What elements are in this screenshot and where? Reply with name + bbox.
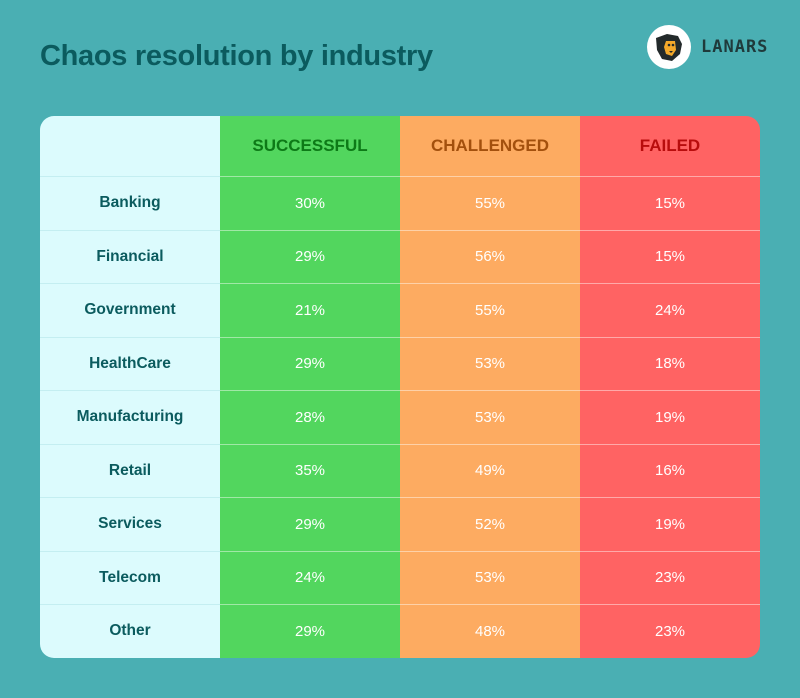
challenged-value: 49% (400, 443, 580, 498)
brand-name: LANARS (701, 37, 769, 57)
successful-value: 24% (220, 550, 400, 605)
successful-value: 28% (220, 390, 400, 444)
failed-value: 15% (580, 176, 760, 230)
industry-label: Telecom (40, 550, 220, 605)
successful-column: SUCCESSFUL 30% 29% 21% 29% 28% 35% 29% 2… (220, 116, 400, 658)
failed-value: 19% (580, 390, 760, 444)
chaos-table: Banking Financial Government HealthCare … (40, 116, 760, 658)
successful-value: 21% (220, 283, 400, 337)
failed-value: 24% (580, 283, 760, 337)
challenged-value: 48% (400, 604, 580, 658)
successful-value: 29% (220, 604, 400, 658)
failed-value: 19% (580, 497, 760, 551)
successful-value: 29% (220, 497, 400, 551)
industry-label: Financial (40, 229, 220, 284)
challenged-value: 55% (400, 176, 580, 230)
failed-value: 18% (580, 336, 760, 391)
industry-label: HealthCare (40, 336, 220, 391)
industry-column: Banking Financial Government HealthCare … (40, 116, 220, 658)
successful-value: 29% (220, 336, 400, 391)
successful-header: SUCCESSFUL (252, 136, 368, 155)
industry-label: Banking (40, 176, 220, 230)
failed-column: FAILED 15% 15% 24% 18% 19% 16% 19% 23% 2… (580, 116, 760, 658)
successful-value: 35% (220, 443, 400, 498)
challenged-value: 56% (400, 229, 580, 284)
challenged-value: 53% (400, 550, 580, 605)
industry-label: Other (40, 604, 220, 658)
failed-value: 23% (580, 604, 760, 658)
failed-value: 15% (580, 229, 760, 284)
failed-value: 23% (580, 550, 760, 605)
successful-value: 30% (220, 176, 400, 230)
challenged-value: 53% (400, 390, 580, 444)
failed-header: FAILED (639, 136, 701, 155)
challenged-header: CHALLENGED (430, 136, 550, 155)
industry-label: Services (40, 497, 220, 551)
lion-icon (647, 25, 691, 69)
challenged-value: 55% (400, 283, 580, 337)
industry-label: Government (40, 283, 220, 337)
brand-logo: LANARS (647, 25, 768, 69)
successful-value: 29% (220, 229, 400, 284)
industry-label: Manufacturing (40, 390, 220, 444)
page-title: Chaos resolution by industry (40, 40, 433, 72)
challenged-column: CHALLENGED 55% 56% 55% 53% 53% 49% 52% 5… (400, 116, 580, 658)
challenged-value: 52% (400, 497, 580, 551)
industry-header (40, 116, 220, 176)
failed-value: 16% (580, 443, 760, 498)
industry-label: Retail (40, 443, 220, 498)
challenged-value: 53% (400, 336, 580, 391)
